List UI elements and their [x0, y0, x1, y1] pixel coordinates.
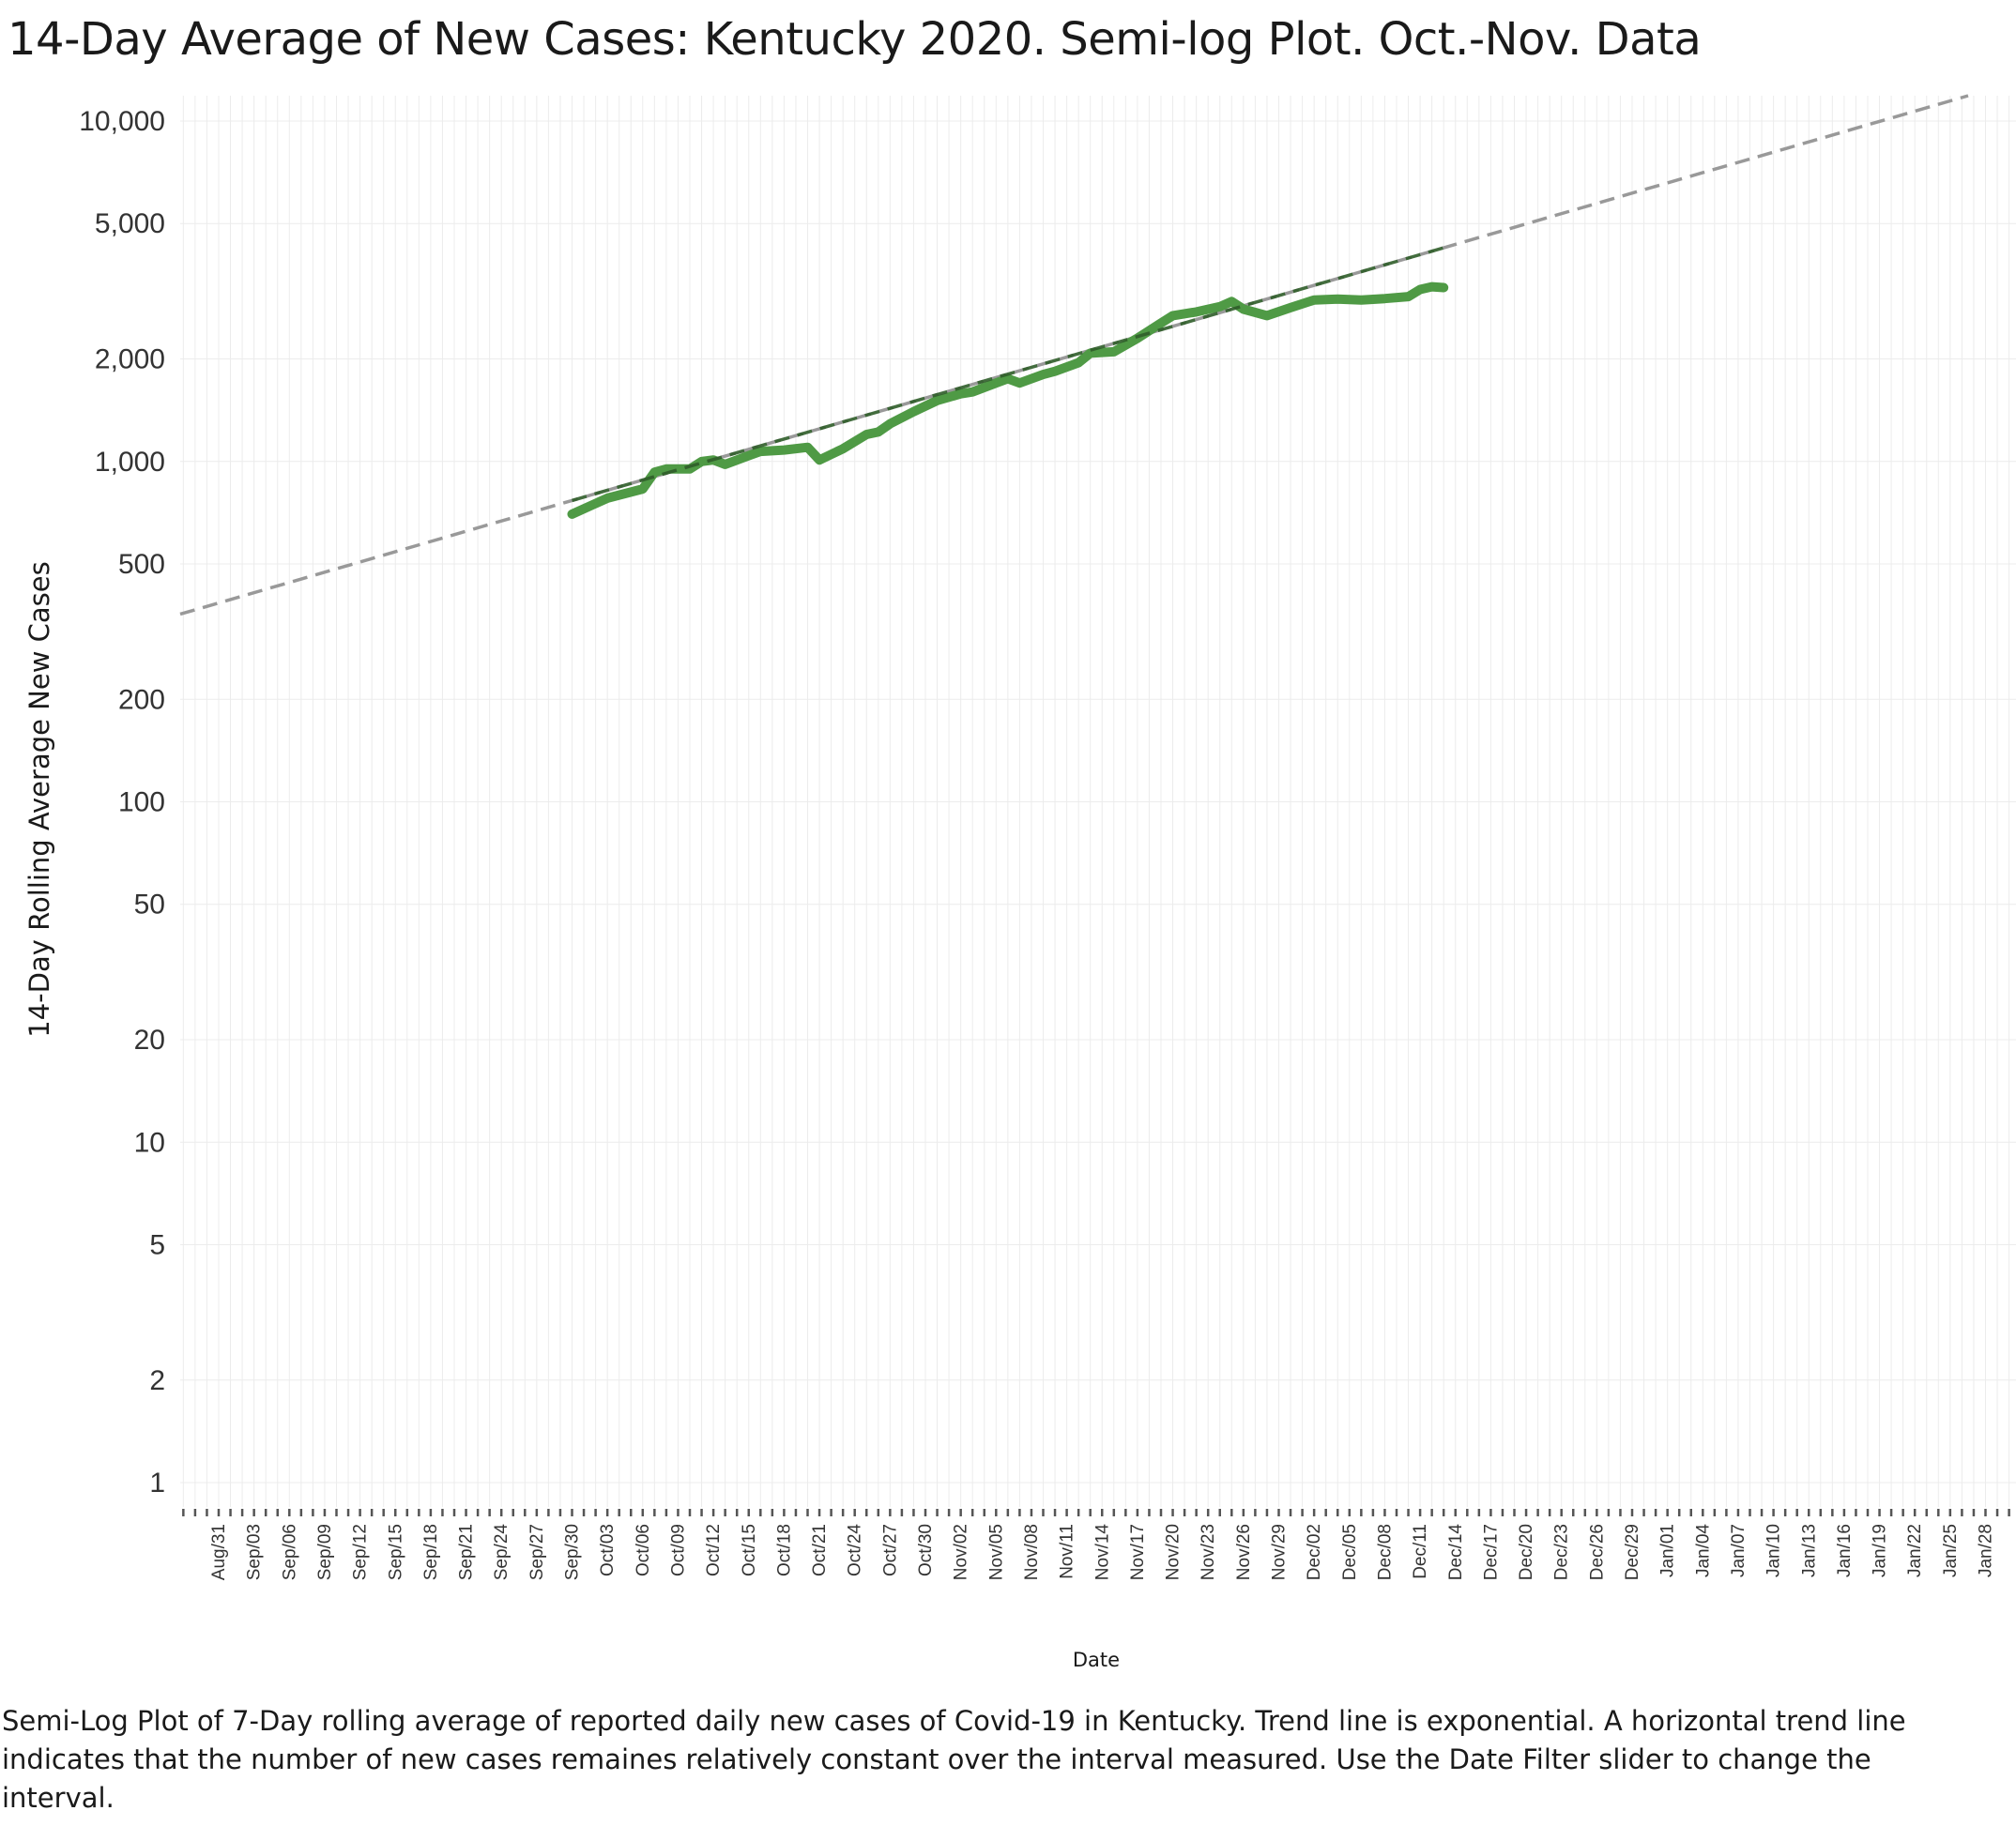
y-axis-tick-labels: 1 2 5 10 20 50 100 200 500 1,000 2,000 5,000 10,000 — [79, 106, 165, 1499]
series-line — [567, 282, 1449, 519]
x-tick-label: Sep/27 — [527, 1524, 547, 1580]
x-tick-label: Sep/21 — [457, 1524, 477, 1580]
x-tick-label: Jan/04 — [1693, 1524, 1713, 1577]
x-tick-label: Sep/09 — [315, 1524, 335, 1580]
x-tick-label: Aug/31 — [209, 1524, 229, 1580]
x-tick-label: Dec/08 — [1375, 1524, 1395, 1580]
x-tick-label: Jan/07 — [1729, 1524, 1749, 1577]
x-tick-label: Dec/20 — [1517, 1524, 1536, 1580]
x-tick-label: Nov/02 — [952, 1524, 971, 1580]
x-tick-label: Sep/12 — [351, 1524, 371, 1580]
series-line-group — [567, 246, 1449, 519]
x-tick-label: Jan/13 — [1799, 1524, 1819, 1577]
x-tick-label: Jan/28 — [1977, 1524, 1996, 1577]
x-tick-label: Oct/30 — [916, 1524, 936, 1576]
x-tick-label: Oct/12 — [704, 1524, 724, 1576]
x-tick-label: Dec/26 — [1587, 1524, 1607, 1580]
y-tick-label: 2,000 — [95, 344, 165, 375]
x-tick-label: Nov/05 — [986, 1524, 1006, 1580]
x-tick-label: Sep/06 — [280, 1524, 299, 1580]
y-tick-label: 20 — [134, 1025, 165, 1056]
x-tick-label: Jan/19 — [1871, 1524, 1890, 1577]
x-tick-label: Sep/03 — [245, 1524, 265, 1580]
x-tick-label: Oct/06 — [634, 1524, 653, 1576]
x-tick-label: Nov/20 — [1164, 1524, 1184, 1580]
x-tick-label: Oct/27 — [880, 1524, 900, 1576]
y-tick-label: 2 — [149, 1365, 165, 1396]
trend-line-group — [179, 94, 1969, 616]
x-tick-label: Nov/29 — [1270, 1524, 1290, 1580]
x-tick-label: Jan/25 — [1941, 1524, 1961, 1577]
x-axis-title: Date — [1073, 1649, 1120, 1671]
trend-line — [179, 94, 1969, 616]
x-tick-label: Dec/17 — [1481, 1524, 1501, 1580]
x-tick-label: Oct/09 — [668, 1524, 688, 1576]
x-tick-label: Oct/15 — [740, 1524, 759, 1576]
x-tick-label: Nov/11 — [1058, 1524, 1077, 1579]
y-tick-label: 500 — [118, 549, 165, 580]
x-tick-label: Oct/18 — [774, 1524, 794, 1576]
x-tick-label: Dec/23 — [1552, 1524, 1572, 1580]
y-tick-label: 1,000 — [95, 447, 165, 478]
x-tick-label: Sep/24 — [492, 1524, 512, 1581]
x-axis-ticks — [182, 1509, 2010, 1516]
x-tick-label: Jan/16 — [1835, 1524, 1855, 1577]
y-tick-label: 200 — [118, 684, 165, 715]
x-tick-label: Oct/03 — [598, 1524, 618, 1576]
y-tick-label: 10,000 — [79, 106, 165, 137]
x-tick-label: Nov/08 — [1022, 1524, 1042, 1580]
chart-title: 14-Day Average of New Cases: Kentucky 20… — [8, 13, 1702, 66]
x-tick-label: Dec/14 — [1446, 1524, 1466, 1581]
y-tick-label: 100 — [118, 787, 165, 818]
y-tick-label: 10 — [134, 1127, 165, 1158]
x-tick-label: Oct/21 — [810, 1524, 830, 1576]
x-tick-label: Nov/17 — [1128, 1524, 1148, 1580]
y-axis-title: 14-Day Rolling Average New Cases — [23, 561, 55, 1037]
x-tick-label: Jan/10 — [1764, 1524, 1784, 1577]
chart: 1251020501002005001,0002,0005,00010,000 … — [23, 94, 2016, 1671]
y-tick-label: 50 — [134, 890, 165, 921]
x-tick-label: Dec/11 — [1411, 1524, 1430, 1579]
y-tick-label: 5,000 — [95, 208, 165, 239]
x-tick-label: Nov/14 — [1092, 1524, 1112, 1581]
y-tick-label: 5 — [149, 1229, 165, 1260]
x-tick-label: Nov/23 — [1199, 1524, 1218, 1580]
x-tick-label: Dec/05 — [1340, 1524, 1360, 1580]
trend-line-overlay — [572, 246, 1444, 503]
x-tick-label: Sep/30 — [563, 1524, 583, 1580]
x-tick-label: Jan/01 — [1658, 1524, 1678, 1577]
x-axis-tick-labels: Aug/31 Sep/03 Sep/06 Sep/09 Sep/12 Sep/15 Sep/… — [209, 1524, 1996, 1581]
chart-caption: Semi-Log Plot of 7-Day rolling average o… — [2, 1705, 1906, 1814]
x-tick-label: Nov/26 — [1234, 1524, 1254, 1580]
x-tick-label: Sep/15 — [386, 1524, 405, 1580]
x-tick-label: Jan/22 — [1905, 1524, 1925, 1577]
x-tick-label: Dec/29 — [1623, 1524, 1642, 1580]
y-tick-label: 1 — [149, 1468, 165, 1499]
x-tick-label: Oct/24 — [846, 1524, 865, 1576]
x-tick-label: Sep/18 — [421, 1524, 441, 1580]
x-tick-label: Dec/02 — [1305, 1524, 1324, 1580]
grid — [180, 96, 2016, 1507]
